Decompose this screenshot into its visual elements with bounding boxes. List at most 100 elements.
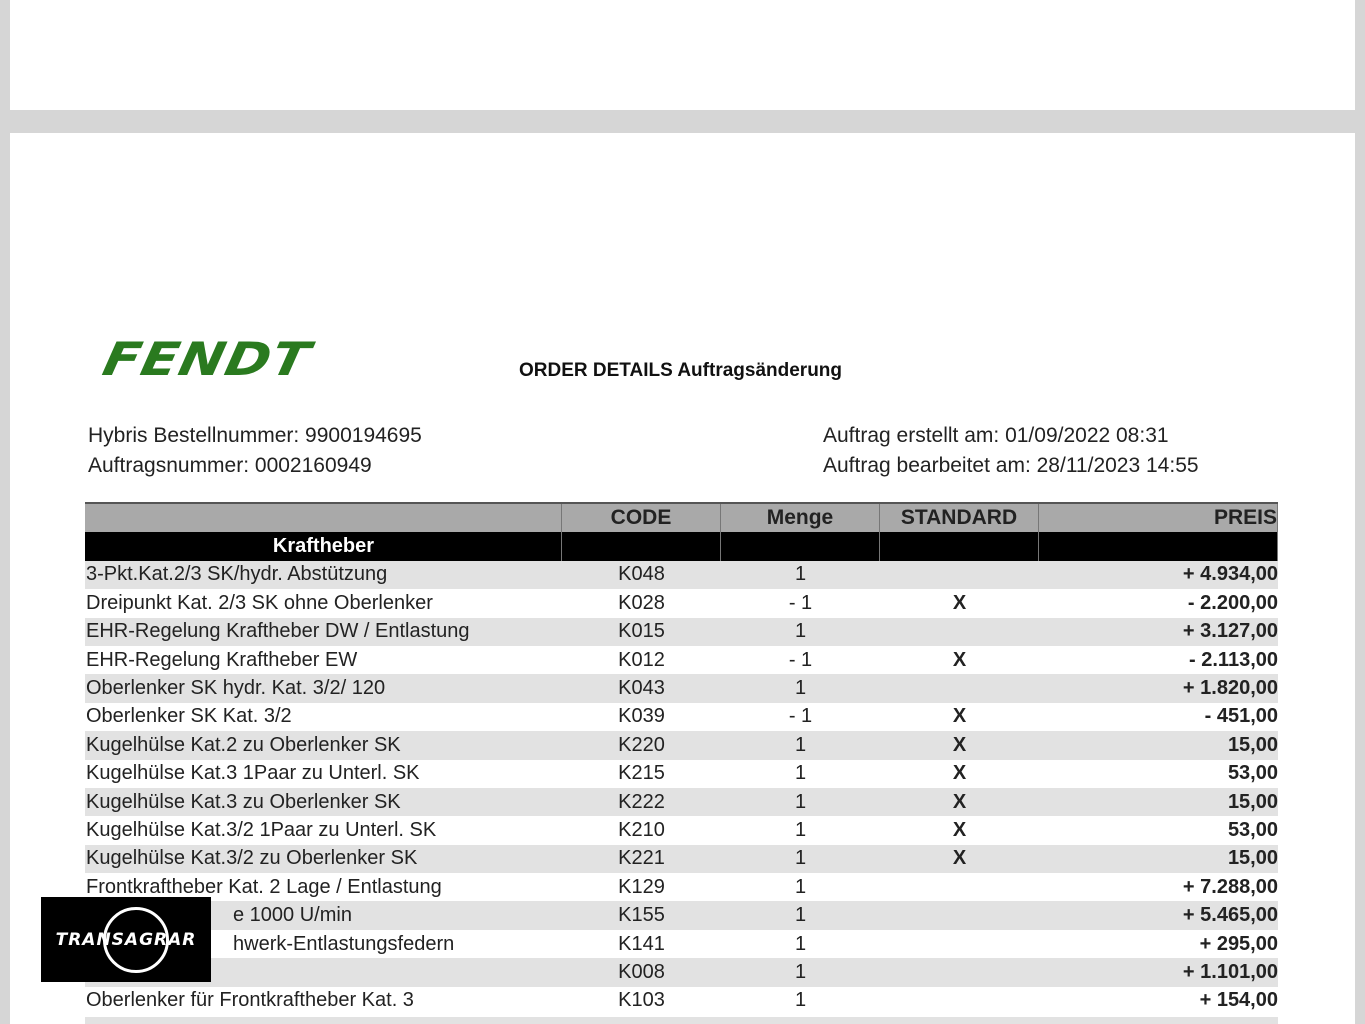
item-name: 3-Pkt.Kat.2/3 SK/hydr. Abstützung (86, 563, 388, 586)
item-code: K222 (618, 790, 665, 813)
item-code: K012 (618, 648, 665, 671)
item-standard: X (952, 818, 967, 841)
item-price: - 2.200,00 (1187, 591, 1278, 614)
page-sheet (10, 0, 1355, 110)
item-row: Oberlenker für Frontkraftheber Kat. 3 K10… (85, 987, 1278, 1015)
item-price: + 295,00 (1199, 932, 1278, 955)
item-standard: X (952, 790, 967, 813)
item-name: Oberlenker SK Kat. 3/2 (86, 705, 292, 728)
info-line: Auftrag bearbeitet am: 28/11/2023 14:55 (823, 454, 1199, 477)
item-name: EHR-Regelung Kraftheber EW (86, 648, 358, 671)
item-code: K008 (618, 960, 665, 983)
item-qty: 1 (794, 960, 807, 983)
item-price: 53,00 (1227, 818, 1278, 841)
item-code: K028 (618, 591, 665, 614)
item-qty: - 1 (788, 591, 813, 614)
item-code: K155 (618, 904, 665, 927)
info-line: Hybris Bestellnummer: 9900194695 (88, 424, 422, 447)
info-right: Auftrag erstellt am: 01/09/2022 08:31 Au… (823, 421, 1199, 481)
item-code: K129 (618, 875, 665, 898)
item-name: Kugelhülse Kat.3 zu Oberlenker SK (86, 790, 401, 813)
header-cell: PREIS (1039, 504, 1278, 533)
item-qty: - 1 (788, 648, 813, 671)
title: ORDER DETAILS Auftragsänderung (519, 360, 843, 381)
item-price: - 2.113,00 (1189, 648, 1278, 671)
order-table: CODE Menge STANDARD PREIS Kraftheber 3-P… (85, 502, 1278, 1015)
item-row: Kugelhülse Kat.3 1Paar zu Unterl. SK K215… (85, 760, 1278, 788)
item-code: K103 (618, 989, 665, 1012)
item-code: K215 (618, 762, 665, 785)
item-code: K220 (618, 733, 665, 756)
item-name: hwerk-Entlastungsfedern (233, 932, 455, 955)
item-price: 15,00 (1227, 790, 1278, 813)
item-name: e 1000 U/min (233, 904, 352, 927)
header-cell (85, 504, 562, 533)
item-price: 53,00 (1227, 762, 1278, 785)
logo: FENDT (98, 332, 316, 387)
item-qty: 1 (794, 762, 807, 785)
item-price: 15,00 (1227, 847, 1278, 870)
header-cell: Menge (721, 504, 880, 533)
header-cell: STANDARD (880, 504, 1039, 533)
info-line: Auftrag erstellt am: 01/09/2022 08:31 (823, 424, 1169, 447)
item-standard: X (952, 705, 967, 728)
item-row: Frontkraftheber Kat. 2 Lage / Entlastung… (85, 873, 1278, 901)
item-row: Kugelhülse Kat.3/2 zu Oberlenker SK K221 1… (85, 844, 1278, 874)
item-price: - 451,00 (1204, 705, 1278, 728)
item-qty: 1 (794, 620, 807, 643)
item-name: Oberlenker für Frontkraftheber Kat. 3 (86, 989, 414, 1012)
header-row: CODE Menge STANDARD PREIS (85, 502, 1278, 533)
item-standard: X (952, 733, 967, 756)
item-code: K015 (618, 620, 665, 643)
item-qty: 1 (794, 989, 807, 1012)
item-code: K141 (618, 932, 665, 955)
item-qty: 1 (794, 790, 807, 813)
item-qty: - 1 (788, 705, 813, 728)
item-row: 3-Pkt.Kat.2/3 SK/hydr. Abstützung K048 1 + … (85, 560, 1278, 590)
item-name: Oberlenker SK hydr. Kat. 3/2/ 120 (86, 677, 386, 700)
item-qty: 1 (794, 875, 807, 898)
item-qty: 1 (794, 563, 807, 586)
info-line: Auftragsnummer: 0002160949 (88, 454, 372, 477)
item-price: + 4.934,00 (1182, 563, 1278, 586)
item-row: Kugelhülse Kat.3/2 1Paar zu Unterl. SK K2… (85, 816, 1278, 844)
item-standard: X (952, 648, 967, 671)
item-row: Kugelhülse Kat.3 zu Oberlenker SK K222 1 X 1… (85, 787, 1278, 817)
item-qty: 1 (794, 677, 807, 700)
item-standard: X (952, 847, 967, 870)
item-code: K039 (618, 705, 665, 728)
item-row: Oberlenker SK Kat. 3/2 K039 - 1 X - 451,00 (85, 703, 1278, 731)
item-price: + 7.288,00 (1182, 875, 1278, 898)
item-code: K221 (618, 847, 665, 870)
item-code: K048 (618, 563, 665, 586)
item-name: Frontkraftheber Kat. 2 Lage / Entlastung (86, 875, 442, 898)
item-qty: 1 (794, 932, 807, 955)
info-left: Hybris Bestellnummer: 9900194695 Auftrag… (88, 421, 422, 481)
item-qty: 1 (794, 904, 807, 927)
item-name: Kugelhülse Kat.2 zu Oberlenker SK (86, 733, 401, 756)
item-row: Kugelhülse Kat.2 zu Oberlenker SK K220 1 X 1… (85, 731, 1278, 760)
item-qty: 1 (794, 847, 807, 870)
item-code: K210 (618, 818, 665, 841)
item-name: Kugelhülse Kat.3/2 zu Oberlenker SK (86, 847, 418, 870)
item-name: EHR-Regelung Kraftheber DW / Entlastung (86, 620, 470, 643)
item-name: Kugelhülse Kat.3 1Paar zu Unterl. SK (86, 762, 420, 785)
item-name: Dreipunkt Kat. 2/3 SK ohne Oberlenker (86, 591, 433, 614)
cell (562, 532, 721, 561)
item-row: e 1000 U/min K155 1 + 5.465,00 (85, 901, 1278, 930)
item-price: 15,00 (1227, 733, 1278, 756)
watermark-ring (103, 907, 169, 973)
cell (721, 532, 880, 561)
item-standard: X (952, 762, 967, 785)
item-row: K008 1 + 1.101,00 (85, 958, 1278, 987)
item-price: + 5.465,00 (1182, 904, 1278, 927)
item-row: Dreipunkt Kat. 2/3 SK ohne Oberlenker K02… (85, 589, 1278, 617)
item-price: + 3.127,00 (1182, 620, 1278, 643)
item-price: + 154,00 (1199, 989, 1278, 1012)
item-name: Kugelhülse Kat.3/2 1Paar zu Unterl. SK (86, 818, 437, 841)
item-qty: 1 (794, 733, 807, 756)
item-qty: 1 (794, 818, 807, 841)
section-row: Kraftheber (85, 532, 1278, 561)
item-row: EHR-Regelung Kraftheber DW / Entlastung K… (85, 617, 1278, 646)
